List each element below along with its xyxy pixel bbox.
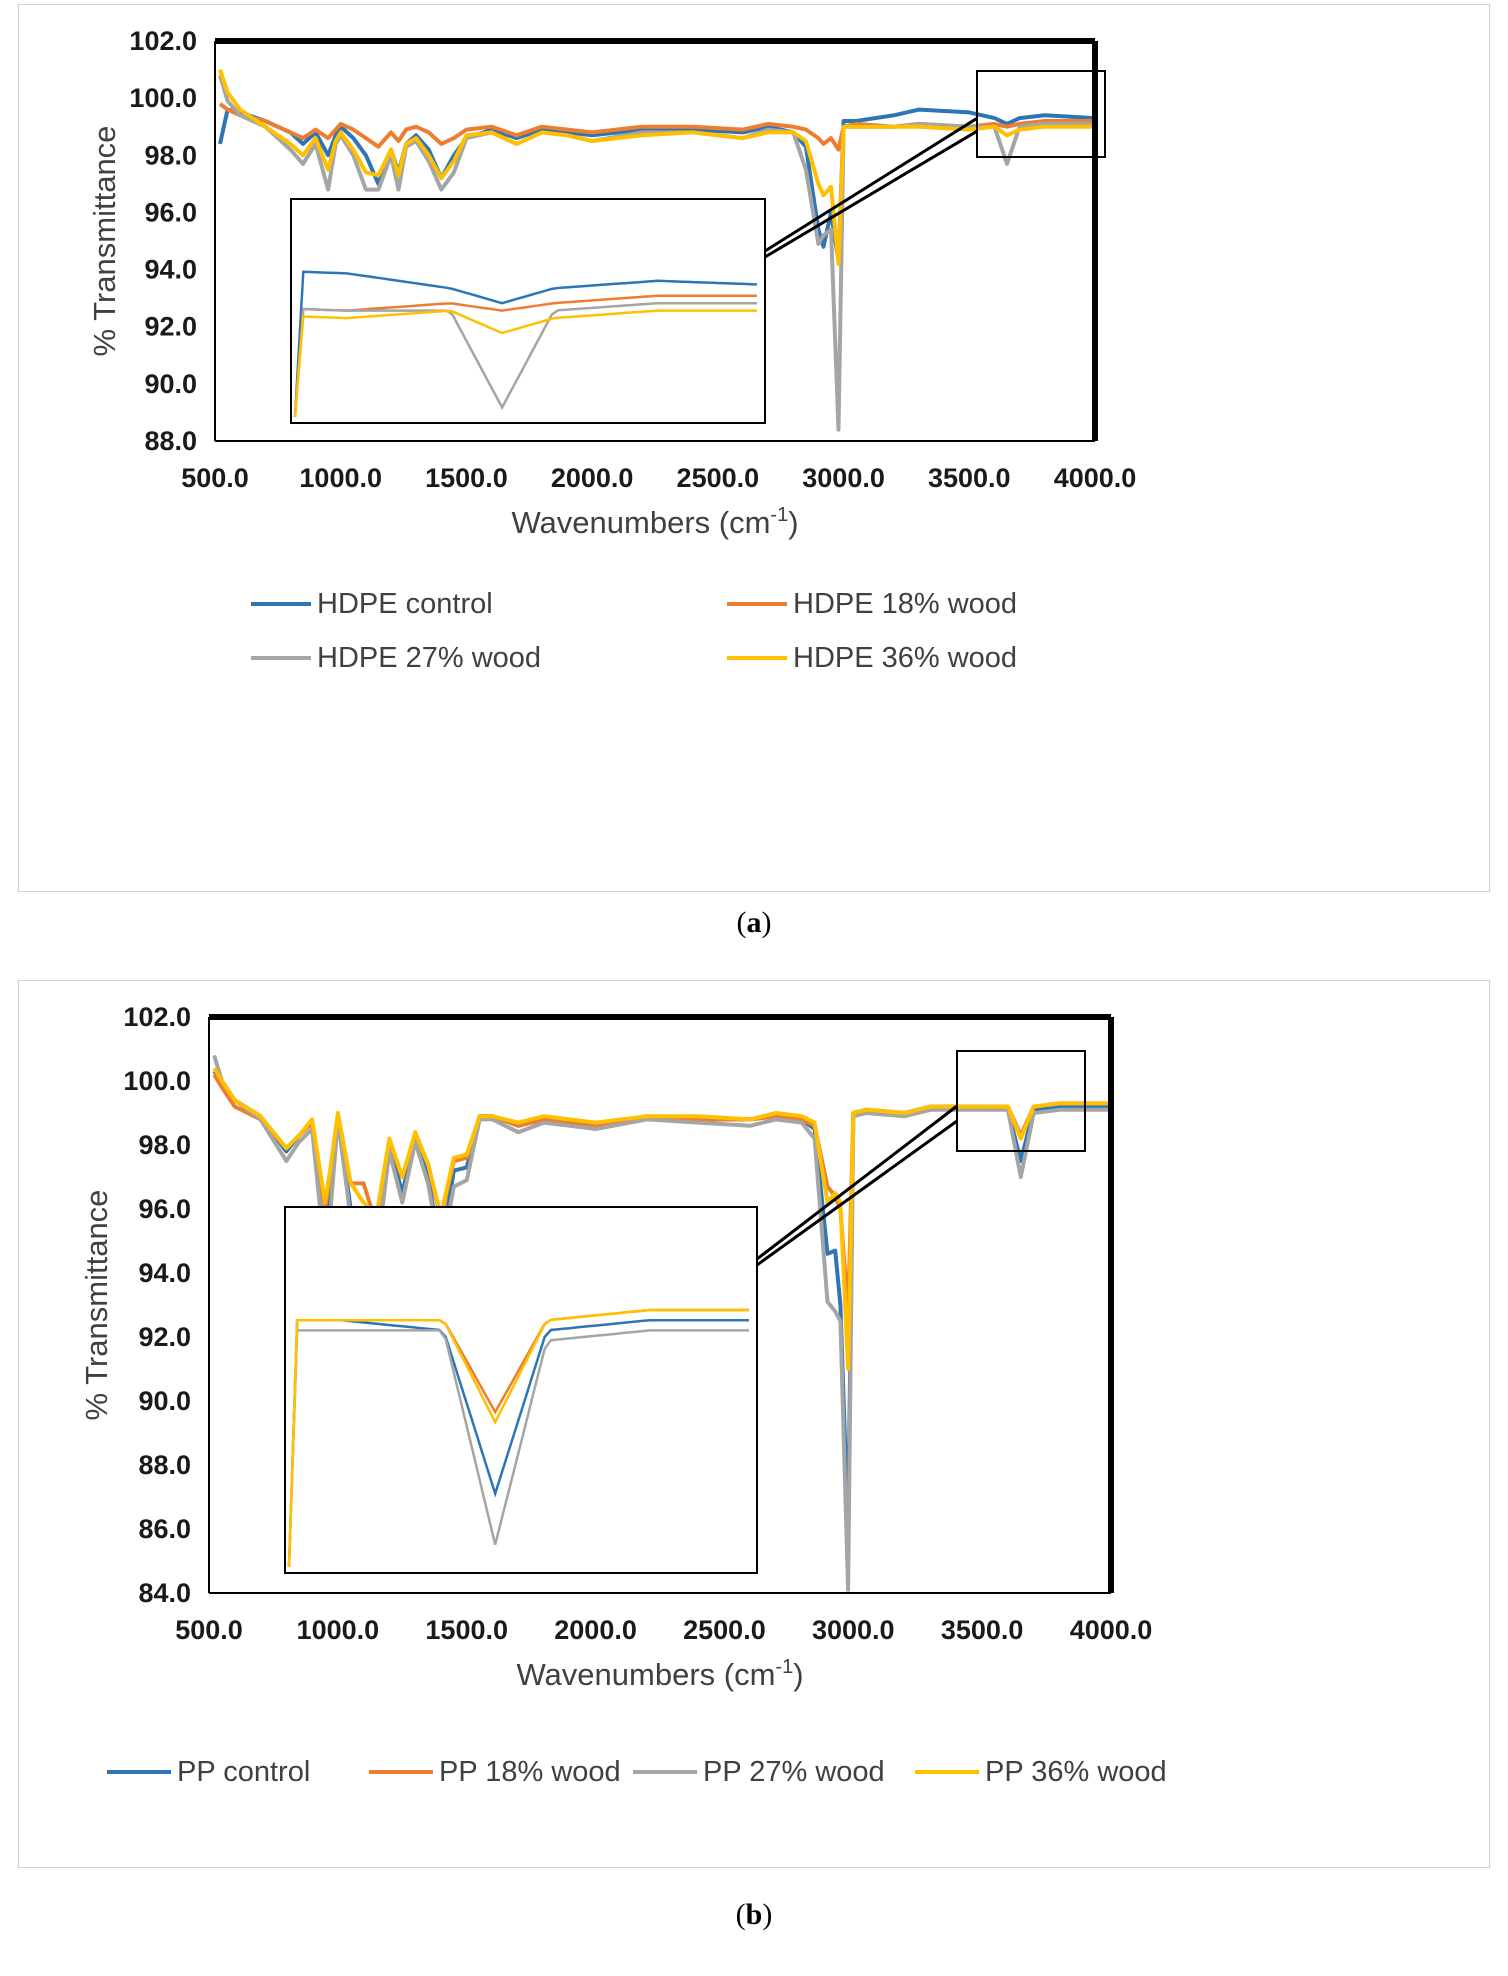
caption-open: ( — [735, 1898, 746, 1931]
y-tick-label: 96.0 — [138, 1194, 191, 1224]
y-tick-label: 92.0 — [138, 1322, 191, 1352]
x-axis-label-close: ) — [788, 505, 798, 540]
zoom-connector-lower — [756, 1119, 958, 1267]
y-tick-label: 98.0 — [138, 1130, 191, 1160]
x-tick-label: 2500.0 — [683, 1615, 766, 1645]
inset-series-wood36 — [293, 309, 757, 418]
x-tick-label: 3000.0 — [802, 463, 885, 493]
x-tick-label: 1000.0 — [297, 1615, 380, 1645]
series-line-wood36 — [212, 1067, 1111, 1371]
caption-open: ( — [736, 906, 747, 939]
y-tick-label: 102.0 — [123, 1002, 191, 1032]
inset-series-control — [293, 270, 757, 418]
legend-label-wood36: PP 36% wood — [985, 1756, 1167, 1788]
y-tick-label: 102.0 — [129, 26, 197, 56]
y-tick-label: 88.0 — [138, 1450, 191, 1480]
y-tick-label: 98.0 — [144, 140, 197, 170]
y-tick-label: 94.0 — [138, 1258, 191, 1288]
legend-label-wood18: PP 18% wood — [439, 1756, 621, 1788]
legend-label-wood27: HDPE 27% wood — [317, 642, 541, 674]
x-tick-label: 3000.0 — [812, 1615, 895, 1645]
series-line-wood36 — [218, 68, 1095, 266]
inset-series-group — [287, 1308, 749, 1568]
legend-label-control: PP control — [177, 1756, 310, 1788]
caption-close: ) — [761, 906, 772, 939]
caption-close: ) — [762, 1898, 773, 1931]
x-axis-label-main: Wavenumbers (cm — [516, 1657, 775, 1692]
inset-series-wood27 — [293, 301, 757, 418]
chart-panel-b: 102.0 100.0 98.0 96.0 94.0 92.0 90.0 88.0 86.0 84… — [18, 980, 1490, 1868]
series-group — [218, 68, 1095, 432]
inset-box — [284, 1206, 758, 1574]
zoom-box — [956, 1050, 1086, 1152]
y-tick-label: 90.0 — [138, 1386, 191, 1416]
legend-label-wood27: PP 27% wood — [703, 1756, 885, 1788]
caption-letter: a — [746, 906, 762, 939]
chart-panel-a: 102.0 100.0 98.0 96.0 94.0 92.0 90.0 88.0 500.0 1… — [18, 4, 1490, 892]
inset-series-control — [287, 1318, 749, 1568]
x-tick-label: 4000.0 — [1070, 1615, 1153, 1645]
y-tick-label: 96.0 — [144, 197, 197, 227]
caption-b: (b) — [0, 1898, 1508, 1932]
zoom-connector-upper — [756, 1104, 958, 1261]
x-tick-label: 4000.0 — [1054, 463, 1137, 493]
y-tick-label: 86.0 — [138, 1514, 191, 1544]
x-axis-label-close: ) — [793, 1657, 803, 1692]
caption-letter: b — [745, 1898, 763, 1931]
chart-svg-a: 102.0 100.0 98.0 96.0 94.0 92.0 90.0 88.0 500.0 1… — [87, 26, 1137, 674]
y-tick-label: 90.0 — [144, 369, 197, 399]
x-tick-label: 1500.0 — [425, 1615, 508, 1645]
y-tick-label: 100.0 — [129, 83, 197, 113]
y-tick-label: 88.0 — [144, 426, 197, 456]
x-tick-label: 2000.0 — [551, 463, 634, 493]
y-axis-label: % Transmittance — [87, 126, 122, 357]
x-axis-label-sup: -1 — [775, 1656, 793, 1678]
inset-series-wood18 — [293, 294, 757, 418]
legend-label-wood18: HDPE 18% wood — [793, 588, 1017, 620]
x-tick-label: 2000.0 — [554, 1615, 637, 1645]
zoom-box — [976, 70, 1106, 158]
chart-svg-b: 102.0 100.0 98.0 96.0 94.0 92.0 90.0 88.0 86.0 84… — [79, 1002, 1167, 1788]
y-tick-label: 92.0 — [144, 312, 197, 342]
y-tick-label: 100.0 — [123, 1066, 191, 1096]
legend-label-control: HDPE control — [317, 588, 493, 620]
x-tick-label: 500.0 — [181, 463, 249, 493]
y-tick-label: 94.0 — [144, 255, 197, 285]
x-tick-label: 2500.0 — [677, 463, 760, 493]
zoom-connector-lower — [764, 129, 978, 259]
series-line-control — [218, 107, 1095, 263]
zoom-connector-upper — [764, 117, 978, 253]
x-axis-label-sup: -1 — [770, 504, 788, 526]
inset-series-wood36 — [287, 1308, 749, 1568]
caption-a: (a) — [0, 906, 1508, 940]
x-tick-label: 1500.0 — [425, 463, 508, 493]
y-tick-label: 84.0 — [138, 1578, 191, 1608]
inset-series-wood27 — [287, 1329, 749, 1568]
x-tick-label: 1000.0 — [299, 463, 382, 493]
legend-label-wood36: HDPE 36% wood — [793, 642, 1017, 674]
x-tick-label: 500.0 — [175, 1615, 243, 1645]
x-tick-label: 3500.0 — [928, 463, 1011, 493]
x-tick-label: 3500.0 — [941, 1615, 1024, 1645]
inset-series-group — [293, 270, 757, 418]
x-axis-label: Wavenumbers (cm-1) — [516, 1656, 803, 1692]
y-axis-label: % Transmittance — [79, 1190, 114, 1421]
x-axis-label: Wavenumbers (cm-1) — [511, 504, 798, 540]
x-axis-label-main: Wavenumbers (cm — [511, 505, 770, 540]
